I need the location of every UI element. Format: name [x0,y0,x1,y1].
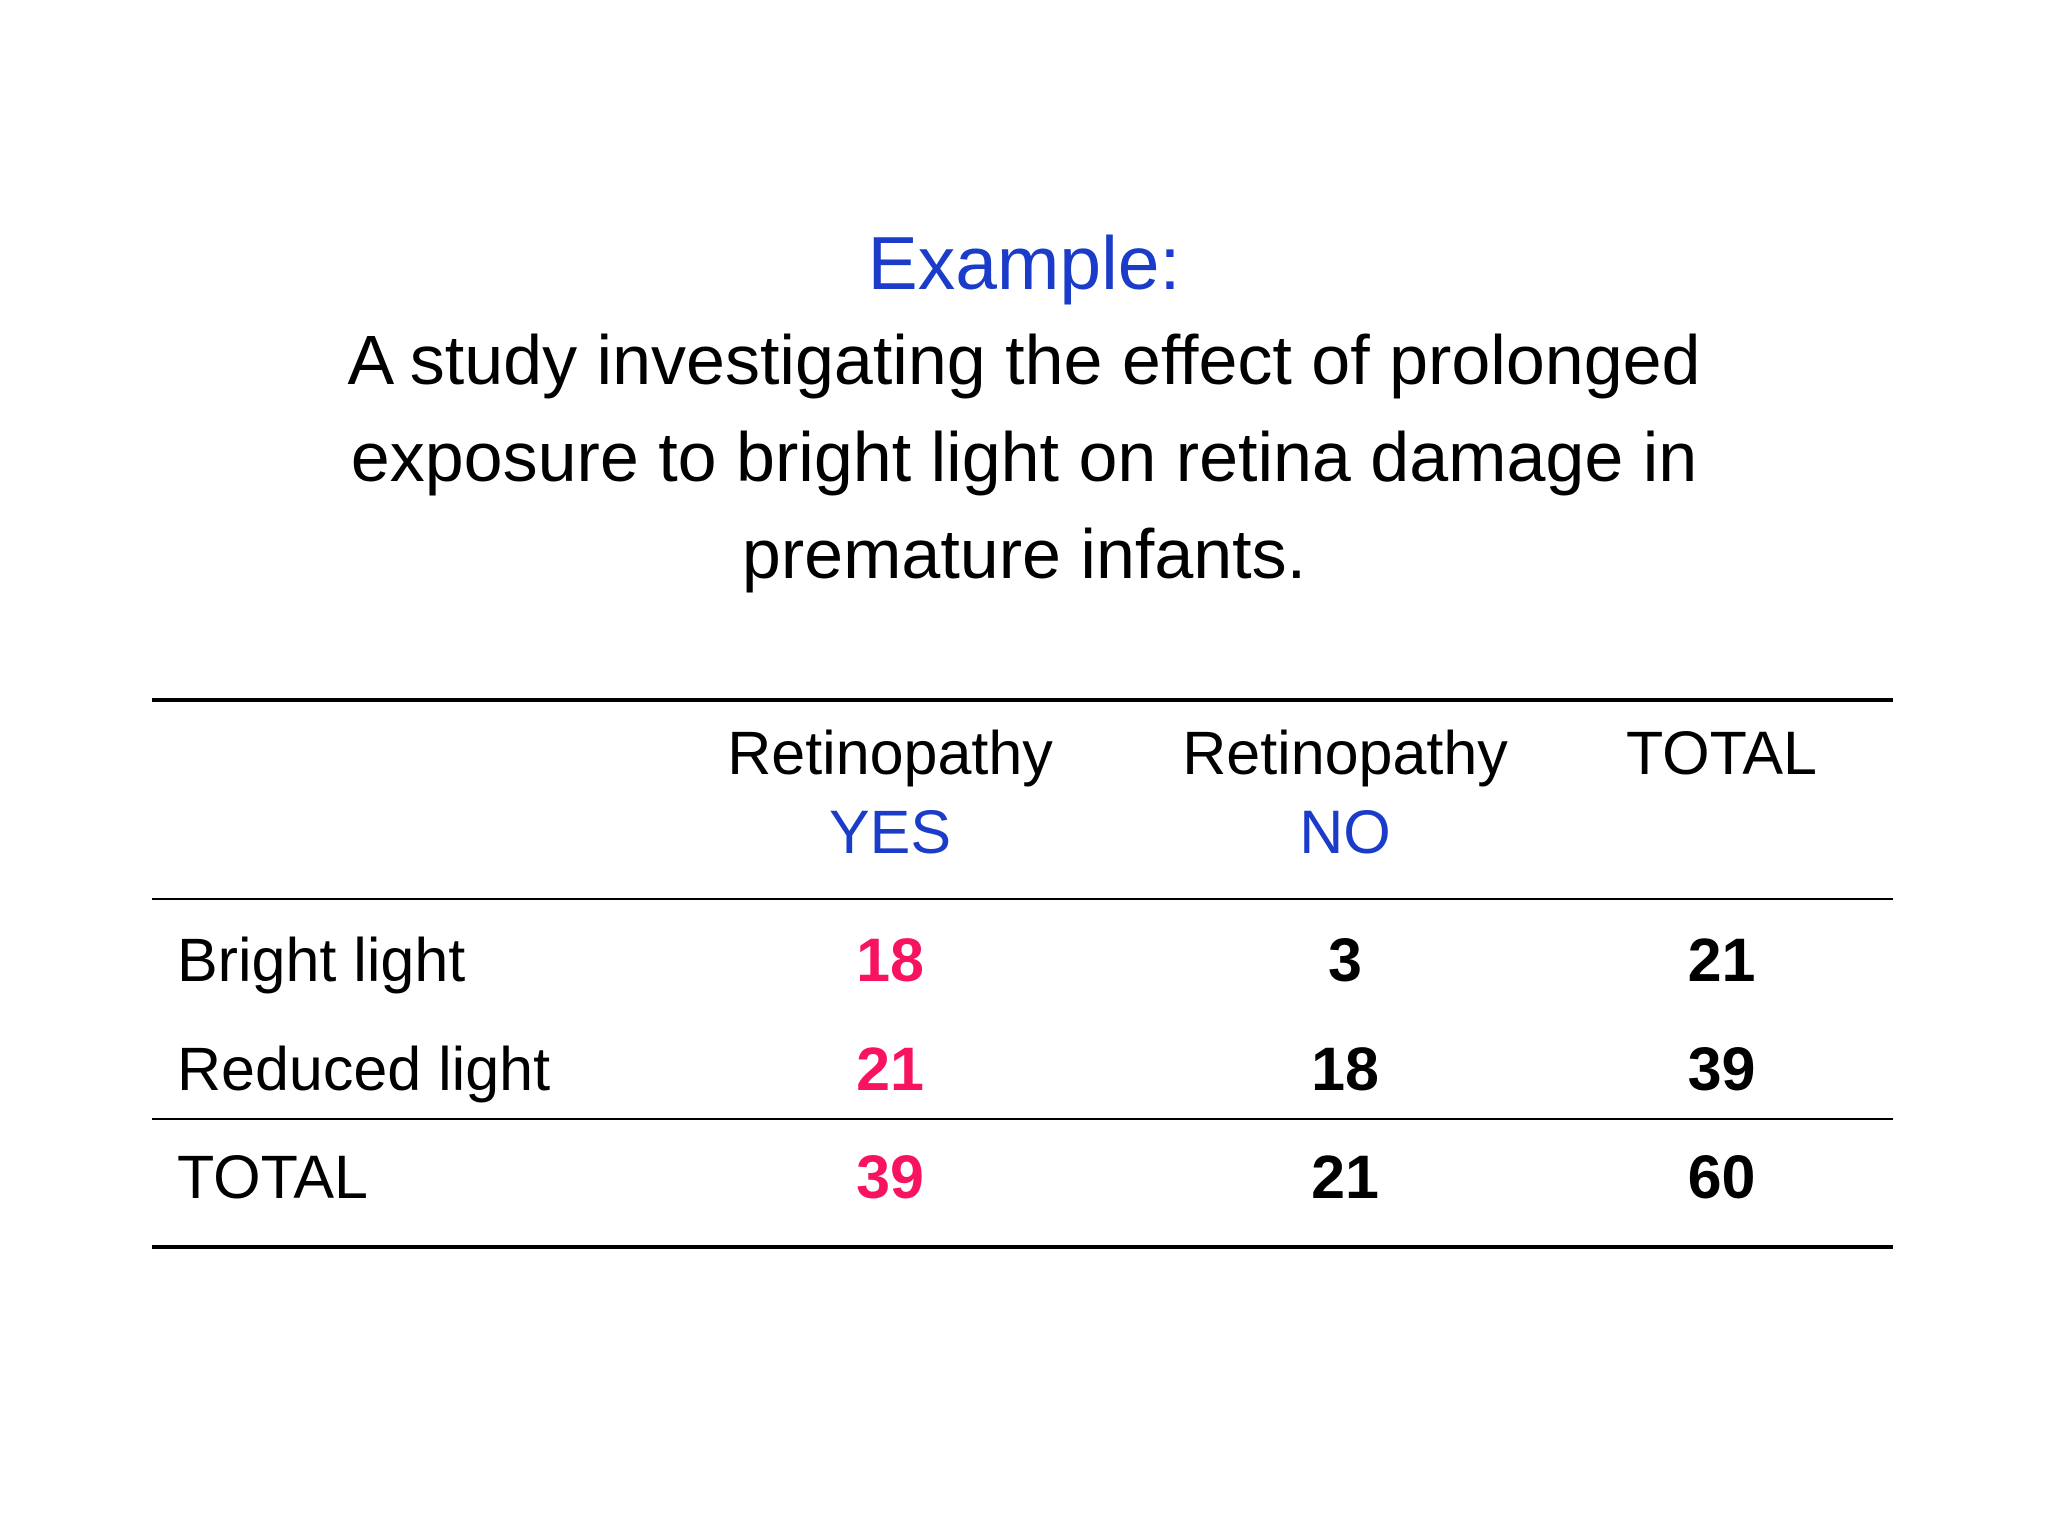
subtitle-line-2: exposure to bright light on retina damag… [350,418,1698,496]
title-block: Example: A study investigating the effec… [0,215,2048,603]
subtitle-line-1: A study investigating the effect of prol… [347,321,1701,399]
cell-bright-yes: 18 [856,925,924,994]
header-retinopathy-yes-top: Retinopathy [727,719,1053,787]
slide-title: Example: [867,221,1181,305]
cell-total-total: 60 [1687,1142,1756,1211]
header-total-label: TOTAL [1626,719,1817,787]
contingency-table: Retinopathy YES Retinopathy NO TOTAL Bri… [152,698,1893,1249]
table-row-reduced-light: Reduced light 21 18 39 [152,1009,1893,1120]
header-retinopathy-yes: Retinopathy YES [640,700,1140,900]
cell-reduced-total: 39 [1550,1009,1893,1120]
header-no-label: NO [1299,798,1391,866]
cell-total-yes: 39 [856,1142,924,1211]
header-row: Retinopathy YES Retinopathy NO TOTAL [152,700,1893,900]
header-retinopathy-no: Retinopathy NO [1140,700,1550,900]
table-row-bright-light: Bright light 18 3 21 [152,899,1893,1009]
cell-reduced-yes: 21 [640,1009,1140,1120]
subtitle-line-3: premature infants. [741,515,1307,593]
row-label-bright-light: Bright light [177,925,466,994]
cell-bright-no: 3 [1328,925,1362,994]
cell-bright-total: 21 [1687,925,1756,994]
header-yes-label: YES [828,798,952,866]
table-row-total: TOTAL 39 21 60 [152,1119,1893,1247]
header-retinopathy-no-top: Retinopathy [1182,719,1508,787]
row-label-total: TOTAL [177,1142,368,1211]
header-total: TOTAL [1550,700,1893,900]
row-label-reduced-light: Reduced light [152,1009,640,1120]
header-empty-cell [152,700,640,900]
cell-total-no: 21 [1311,1142,1379,1211]
cell-reduced-no: 18 [1140,1009,1550,1120]
